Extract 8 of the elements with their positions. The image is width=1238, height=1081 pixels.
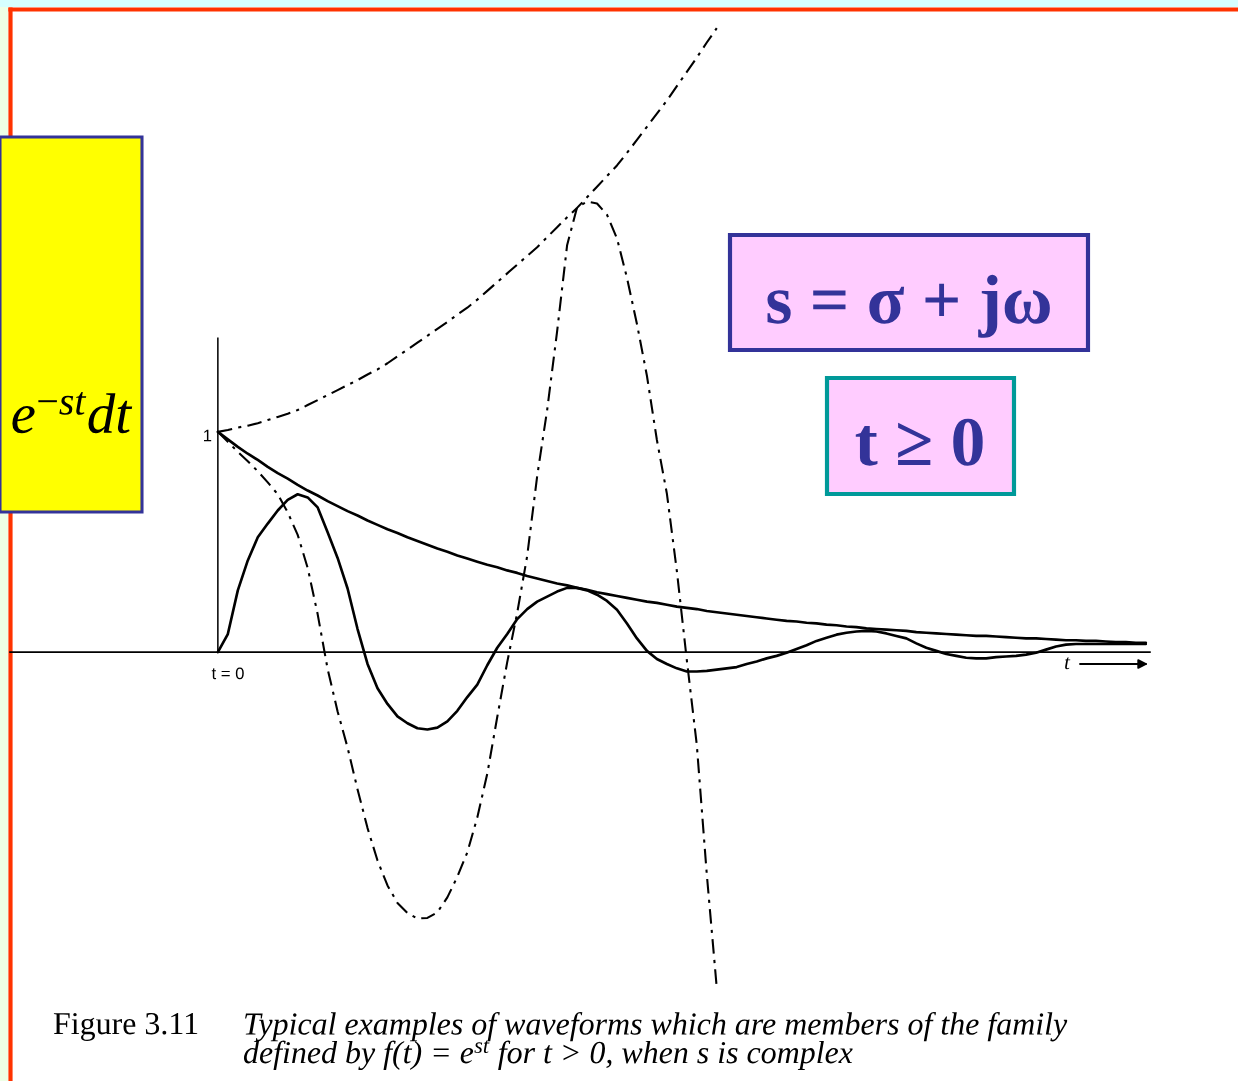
annotation: s = σ + jω <box>767 274 1050 338</box>
x-axis-title: t <box>1065 657 1071 670</box>
annotation: t ≥ 0 <box>855 418 983 466</box>
annotation: t = 0 <box>211 667 244 680</box>
text: Typical examples of waveforms which are members of the family defined by f(t) = e$^{st}$ for t > 0, when s is complex <box>243 1012 1068 1070</box>
caption: Figure 3.11 <box>53 1012 198 1041</box>
text: 1 <box>204 429 212 442</box>
text: e$^{−st}$dt <box>12 392 133 434</box>
